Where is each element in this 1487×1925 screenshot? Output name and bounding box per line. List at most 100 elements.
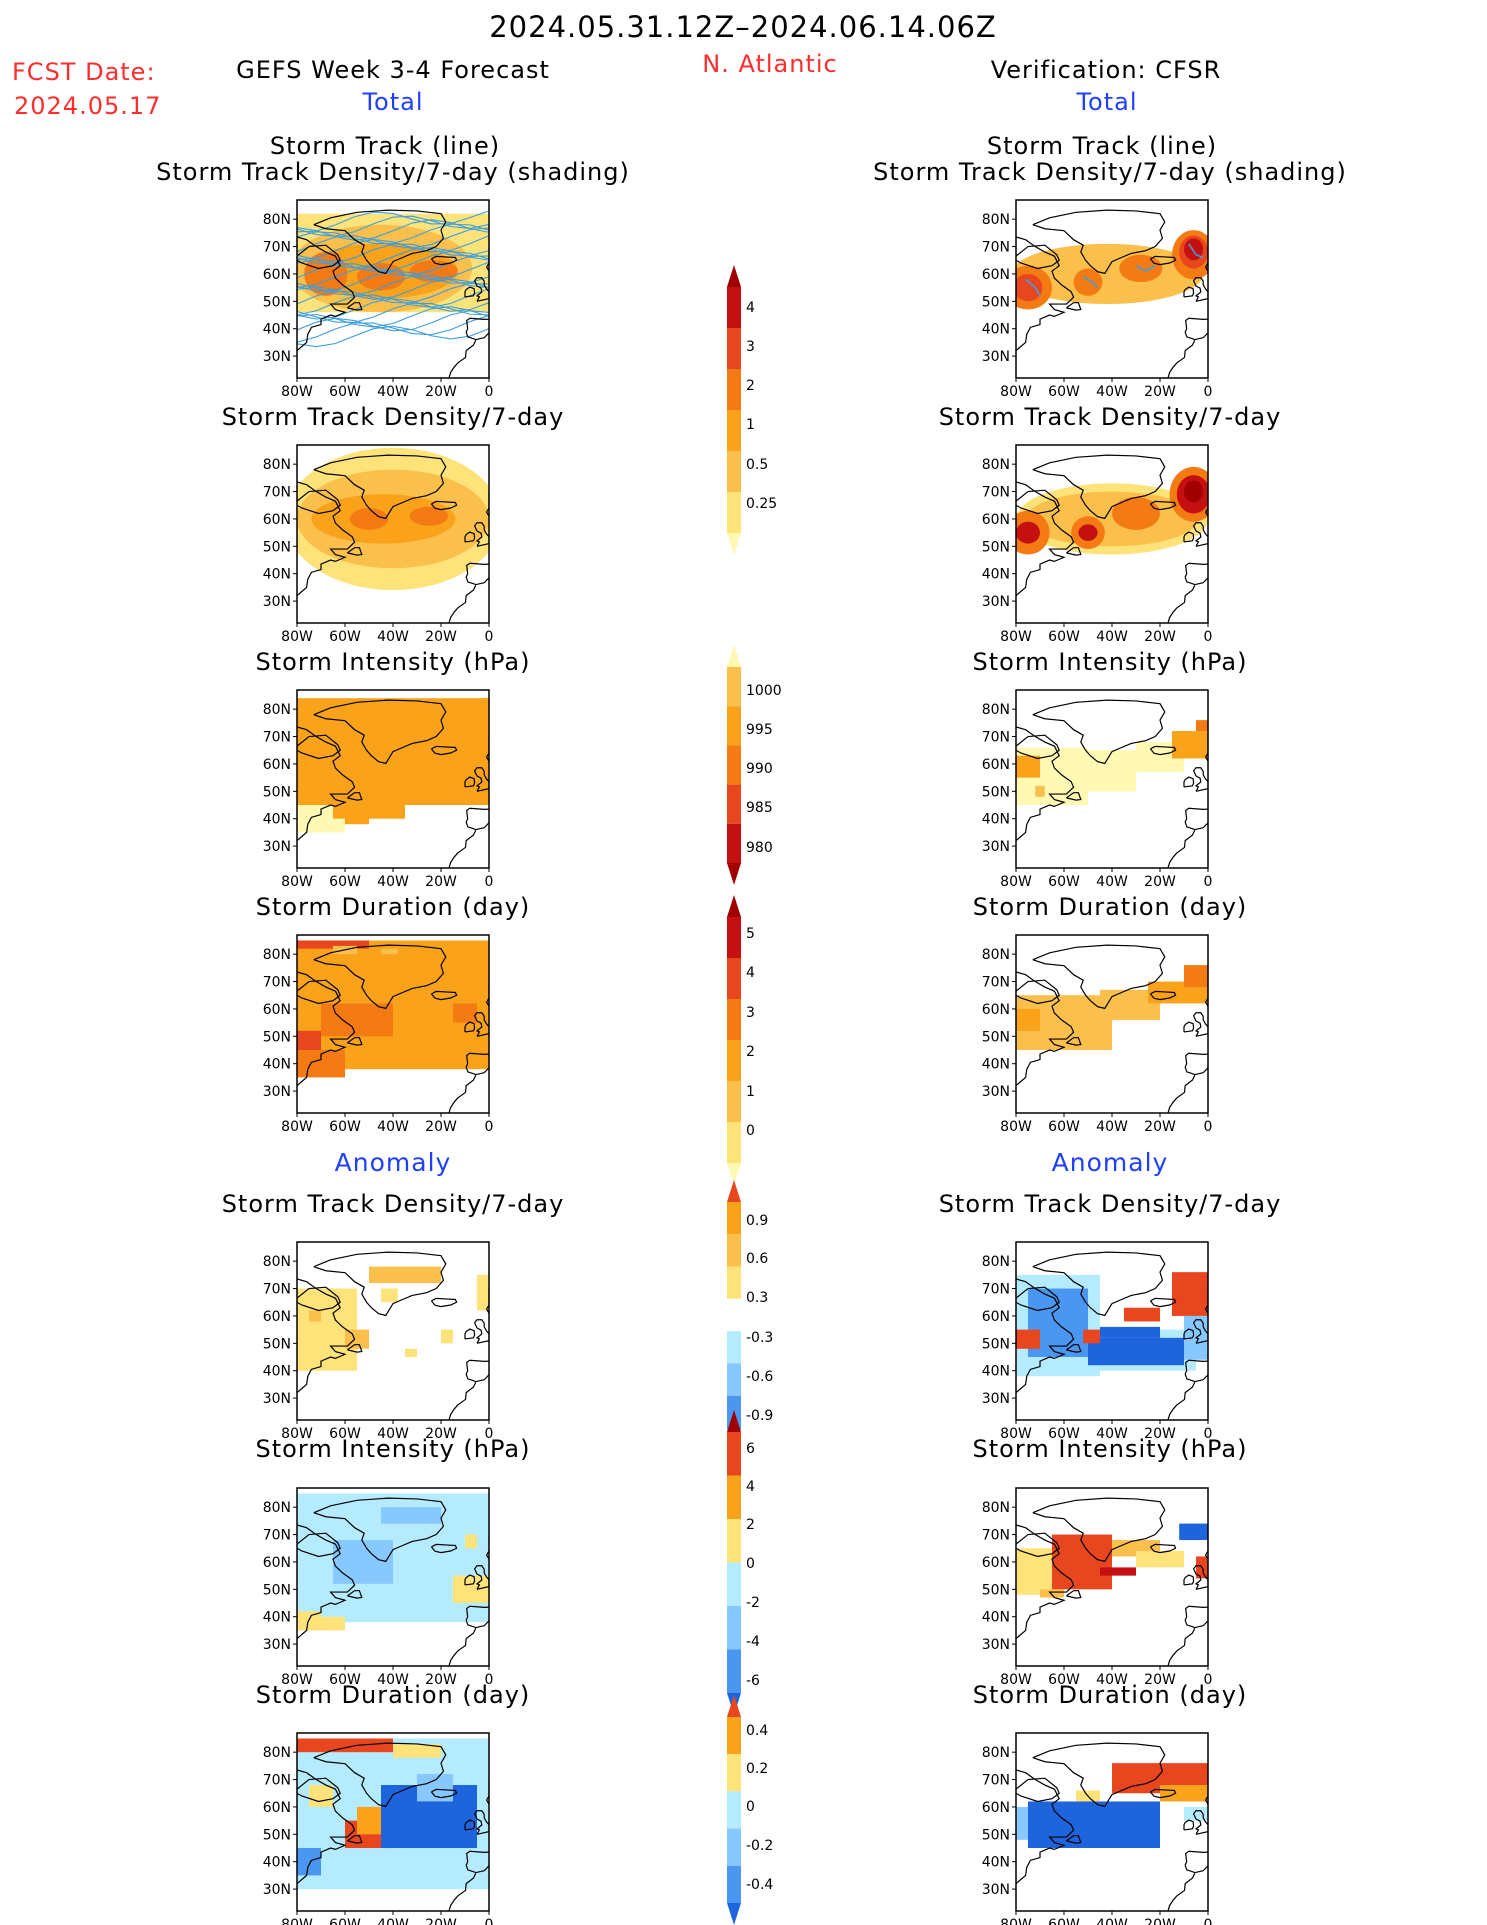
- coastline: [1066, 792, 1082, 801]
- coastline: [1016, 1278, 1075, 1394]
- coastline: [1184, 1052, 1208, 1076]
- lat-tick-label: 80N: [982, 1745, 1010, 1761]
- lon-tick-label: 40W: [1096, 1672, 1128, 1688]
- storm-track-line: [297, 215, 489, 237]
- grid-cell: [1016, 1008, 1040, 1031]
- map-panel: 80N 70N 60N 50N 40N 30N 80W 60W 40W 20W 0: [982, 1487, 1212, 1688]
- colorbar-segment: [727, 1234, 741, 1267]
- grid-cell: [1088, 1337, 1184, 1366]
- grid-cell: [381, 948, 398, 955]
- coastline: [1192, 1810, 1208, 1835]
- lon-tick-label: 0: [1204, 384, 1213, 400]
- lat-tick-label: 40N: [263, 1855, 291, 1871]
- coastline: [465, 807, 489, 831]
- colorbar-tip: [727, 533, 741, 555]
- coastline: [1204, 1288, 1208, 1314]
- colorbar-label: -0.6: [746, 1369, 773, 1385]
- lat-tick-label: 50N: [263, 539, 291, 555]
- colorbar-label: 5: [746, 926, 755, 942]
- colorbar-label: 4: [746, 300, 755, 316]
- lon-tick-label: 20W: [425, 629, 457, 645]
- coastline: [1149, 255, 1177, 266]
- coastline: [1184, 1359, 1208, 1383]
- lat-tick-label: 70N: [263, 1773, 291, 1789]
- coastline: [1016, 971, 1075, 1087]
- storm-track-line: [297, 278, 489, 300]
- grid-cell: [1100, 1326, 1160, 1338]
- map-panel: 80N 70N 60N 50N 40N 30N 80W 60W 40W 20W 0: [263, 1732, 493, 1925]
- lat-tick-label: 50N: [263, 784, 291, 800]
- lon-tick-label: 80W: [1000, 1917, 1032, 1925]
- forecast-total-label: Total: [362, 88, 424, 116]
- storm-track-line: [297, 274, 489, 296]
- coastline: [347, 547, 363, 556]
- colorbar-segment: [727, 823, 741, 863]
- density-shade: [1016, 521, 1040, 544]
- coastline: [1032, 1742, 1166, 1808]
- lon-tick-label: 40W: [377, 1917, 409, 1925]
- grid-cell: [1124, 1307, 1160, 1322]
- map-panel: 80N 70N 60N 50N 40N 30N 80W 60W 40W 20W 0: [982, 199, 1213, 400]
- grid-cell: [1028, 1801, 1160, 1849]
- panel-title-duration-anom-left: Storm Duration (day): [255, 1681, 531, 1709]
- lat-tick-label: 70N: [263, 730, 291, 746]
- lon-tick-label: 0: [485, 384, 494, 400]
- grid-cell: [1016, 755, 1040, 778]
- lon-tick-label: 0: [1204, 1426, 1213, 1442]
- grid-cell: [297, 1738, 393, 1753]
- colorbar-label: 1: [746, 1084, 755, 1100]
- coastline: [1192, 767, 1208, 792]
- lon-tick-label: 60W: [329, 629, 361, 645]
- colorbar-tip: [727, 1903, 741, 1925]
- storm-track-line: [297, 219, 489, 241]
- lon-tick-label: 80W: [281, 874, 313, 890]
- lat-tick-label: 40N: [263, 567, 291, 583]
- anomaly-label-left: Anomaly: [334, 1148, 452, 1177]
- grid-cell: [1088, 1019, 1112, 1037]
- fcst-date-value: 2024.05.17: [14, 92, 162, 120]
- colorbar-label: 0.6: [746, 1251, 768, 1267]
- density-shade: [1184, 480, 1204, 503]
- coastline: [485, 491, 489, 517]
- coastline: [1032, 699, 1166, 765]
- coastline: [297, 489, 341, 515]
- fcst-date-label: FCST Date:: [12, 58, 156, 86]
- colorbar-segment: [727, 1606, 741, 1650]
- coastline: [1016, 1524, 1075, 1640]
- lat-tick-label: 30N: [263, 349, 291, 365]
- lat-tick-label: 50N: [263, 294, 291, 310]
- coastline: [1167, 339, 1196, 378]
- lon-tick-label: 40W: [377, 1672, 409, 1688]
- storm-track-line: [297, 243, 489, 264]
- density-shade: [1016, 243, 1204, 305]
- lon-tick-label: 20W: [1144, 1917, 1176, 1925]
- colorbar-label: 0: [746, 1556, 755, 1572]
- map-panel: 80N 70N 60N 50N 40N 30N 80W 60W 40W 20W 0: [263, 689, 493, 890]
- lat-tick-label: 80N: [263, 1745, 291, 1761]
- colorbar-tip: [727, 645, 741, 667]
- lon-tick-label: 60W: [1048, 629, 1080, 645]
- lat-tick-label: 40N: [982, 812, 1010, 828]
- coastline: [1184, 317, 1208, 341]
- coastline: [485, 1534, 489, 1560]
- grid-cell: [381, 1288, 398, 1303]
- grid-cell: [1196, 720, 1208, 732]
- coastline: [1016, 734, 1060, 760]
- coastline: [1204, 246, 1208, 272]
- map-field: [297, 445, 489, 623]
- storm-track-line: [1082, 275, 1099, 289]
- lon-tick-label: 60W: [1048, 1672, 1080, 1688]
- colorbar: 1000 995 990 985 980: [727, 645, 782, 885]
- colorbar-tip: [727, 863, 741, 885]
- coastline: [448, 584, 477, 623]
- grid-cell: [1160, 1785, 1208, 1802]
- density-shade: [1078, 524, 1098, 541]
- lat-tick-label: 30N: [982, 1391, 1010, 1407]
- coastline: [1016, 726, 1075, 842]
- lon-tick-label: 40W: [1096, 874, 1128, 890]
- lon-tick-label: 80W: [1000, 384, 1032, 400]
- period-title: 2024.05.31.12Z–2024.06.14.06Z: [489, 10, 997, 44]
- lon-tick-label: 80W: [281, 1917, 313, 1925]
- density-shade: [409, 506, 449, 526]
- lon-tick-label: 60W: [1048, 874, 1080, 890]
